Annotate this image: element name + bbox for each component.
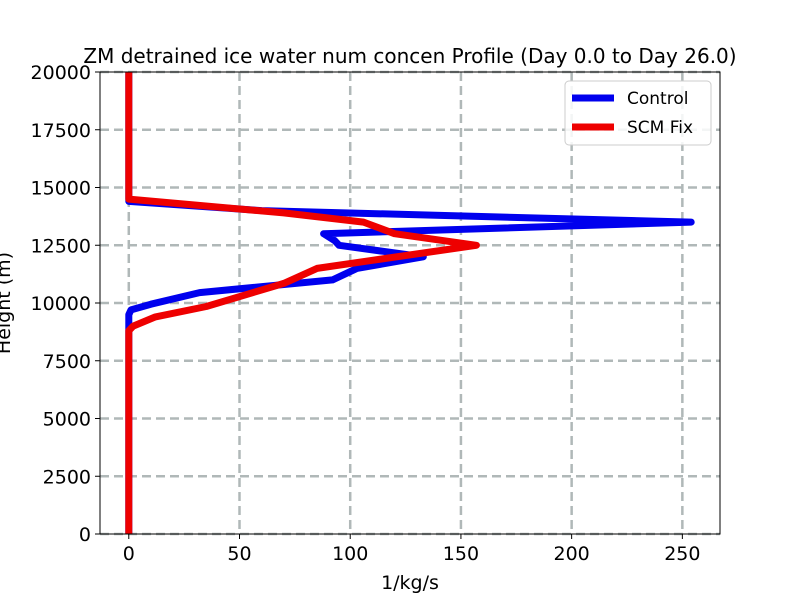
x-axis-label: 1/kg/s	[381, 572, 439, 594]
axis-ticks: 0 50 100 150 200 2500250050007500100001250015…	[31, 62, 701, 565]
y-tick-label: 0	[79, 524, 91, 546]
x-tick-label: 200	[554, 543, 590, 565]
x-tick-label: 0	[123, 543, 135, 565]
series-line-scm-fix	[125, 72, 480, 534]
y-tick-label: 15000	[31, 178, 91, 200]
legend: Control SCM Fix	[564, 80, 712, 146]
y-tick-label: 10000	[31, 293, 91, 315]
x-tick-label: 50	[227, 543, 251, 565]
y-tick-label: 2500	[43, 466, 91, 488]
x-tick-label: 100	[332, 543, 368, 565]
x-tick-label: 250	[664, 543, 700, 565]
chart-title: ZM detrained ice water num concen Profil…	[83, 44, 736, 68]
y-axis-label: Height (m)	[0, 252, 15, 354]
y-tick-label: 5000	[43, 409, 91, 431]
y-tick-label: 7500	[43, 351, 91, 373]
series-lines	[125, 72, 695, 534]
legend-label-scm-fix: SCM Fix	[627, 118, 693, 138]
y-tick-label: 17500	[31, 120, 91, 142]
y-tick-label: 20000	[31, 62, 91, 84]
x-tick-label: 150	[443, 543, 479, 565]
y-tick-label: 12500	[31, 235, 91, 257]
legend-label-control: Control	[627, 89, 688, 109]
